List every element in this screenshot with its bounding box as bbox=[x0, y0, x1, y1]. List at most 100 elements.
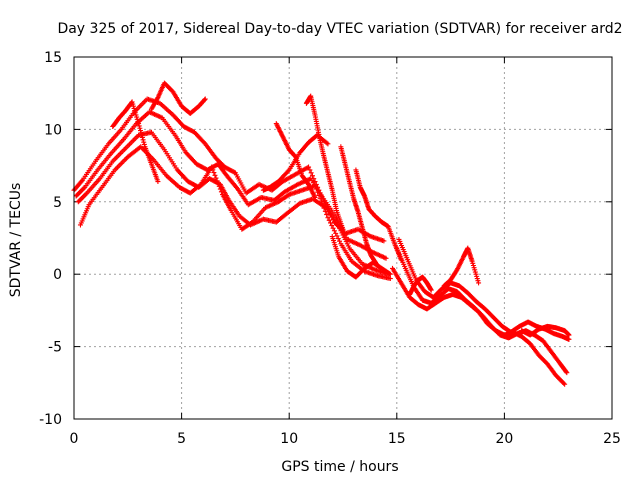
data-point bbox=[218, 189, 224, 195]
series-arc-16 bbox=[441, 245, 482, 289]
data-point bbox=[197, 182, 203, 188]
data-point bbox=[566, 332, 572, 338]
data-point bbox=[138, 130, 144, 136]
data-point bbox=[383, 255, 389, 261]
data-point bbox=[563, 369, 569, 375]
series-arc-12 bbox=[329, 234, 393, 280]
data-point bbox=[335, 236, 341, 242]
data-point bbox=[329, 223, 335, 229]
data-point bbox=[317, 196, 323, 202]
data-point bbox=[202, 96, 208, 102]
series-arc-17 bbox=[407, 274, 434, 297]
y-tick-label: 0 bbox=[53, 267, 62, 283]
data-point bbox=[215, 181, 221, 187]
x-tick-label: 5 bbox=[177, 431, 186, 447]
data-point bbox=[307, 167, 313, 173]
data-point bbox=[136, 121, 142, 127]
data-point bbox=[209, 164, 215, 170]
y-tick-label: 15 bbox=[44, 50, 62, 66]
data-point bbox=[387, 276, 393, 282]
data-point bbox=[381, 238, 387, 244]
data-point bbox=[213, 175, 219, 181]
data-point bbox=[202, 97, 208, 103]
data-point bbox=[320, 202, 326, 208]
y-tick-label: 10 bbox=[44, 122, 62, 138]
data-points bbox=[71, 80, 572, 387]
data-point bbox=[387, 271, 393, 277]
x-tick-label: 0 bbox=[70, 431, 79, 447]
series-arc-11 bbox=[353, 167, 404, 263]
data-point bbox=[79, 178, 85, 184]
data-point bbox=[328, 220, 334, 226]
x-tick-label: 15 bbox=[388, 431, 406, 447]
series-arc-9 bbox=[260, 132, 331, 193]
data-point bbox=[139, 132, 145, 138]
data-point bbox=[312, 194, 318, 200]
data-point bbox=[561, 380, 567, 386]
plot-frame bbox=[73, 56, 613, 420]
data-point bbox=[428, 287, 434, 293]
data-point bbox=[216, 183, 222, 189]
data-point bbox=[211, 170, 217, 176]
data-point bbox=[141, 139, 147, 145]
data-point bbox=[325, 215, 331, 221]
data-point bbox=[566, 336, 572, 342]
y-tick-label: -5 bbox=[48, 340, 62, 356]
series-arc-14 bbox=[394, 245, 570, 376]
data-point bbox=[212, 172, 218, 178]
data-point bbox=[318, 199, 324, 205]
data-point bbox=[309, 173, 315, 179]
data-point bbox=[331, 228, 337, 234]
data-point bbox=[476, 280, 482, 286]
data-point bbox=[214, 178, 220, 184]
series-arc-7 bbox=[273, 121, 318, 200]
data-point bbox=[316, 192, 322, 198]
data-point bbox=[137, 128, 143, 134]
data-point bbox=[337, 238, 343, 244]
data-point bbox=[386, 271, 392, 277]
data-point bbox=[325, 141, 331, 147]
x-tick-label: 25 bbox=[603, 431, 621, 447]
data-point bbox=[322, 208, 328, 214]
y-axis-label: SDTVAR / TECUs bbox=[8, 183, 24, 298]
data-point bbox=[155, 179, 161, 185]
data-point bbox=[564, 370, 570, 376]
data-point bbox=[333, 230, 339, 236]
series-arc-8 bbox=[303, 93, 346, 232]
y-tick-label: 5 bbox=[53, 195, 62, 211]
data-point bbox=[81, 185, 87, 191]
series-arc-10 bbox=[338, 144, 380, 269]
series-arc-4 bbox=[77, 144, 393, 282]
chart-title: Day 325 of 2017, Sidereal Day-to-day VTE… bbox=[57, 21, 622, 37]
data-point bbox=[308, 170, 314, 176]
data-point bbox=[315, 189, 321, 195]
series-arc-6 bbox=[110, 99, 161, 185]
data-point bbox=[330, 225, 336, 231]
series-arc-18 bbox=[519, 323, 572, 338]
y-tick-label: -10 bbox=[39, 412, 62, 428]
data-point bbox=[139, 135, 145, 141]
data-point bbox=[136, 123, 142, 129]
series-arc-2 bbox=[73, 109, 389, 261]
data-point bbox=[306, 164, 312, 170]
data-point bbox=[562, 381, 568, 387]
data-point bbox=[137, 125, 143, 131]
data-point bbox=[231, 169, 237, 175]
data-point bbox=[340, 226, 346, 232]
data-point bbox=[334, 233, 340, 239]
grid-lines bbox=[74, 57, 612, 419]
data-point bbox=[141, 141, 147, 147]
data-point bbox=[140, 137, 146, 143]
data-point bbox=[313, 186, 319, 192]
x-axis-label: GPS time / hours bbox=[281, 459, 398, 475]
axis-ticks: 0 5 10 15 20 25 -10 -5 0 5 10 15 bbox=[39, 50, 621, 447]
series-arc-5 bbox=[148, 80, 208, 116]
x-tick-label: 20 bbox=[495, 431, 513, 447]
x-tick-label: 10 bbox=[280, 431, 298, 447]
data-point bbox=[217, 186, 223, 192]
data-point bbox=[324, 212, 330, 218]
data-point bbox=[326, 217, 332, 223]
data-point bbox=[321, 205, 327, 211]
data-point bbox=[312, 183, 318, 189]
